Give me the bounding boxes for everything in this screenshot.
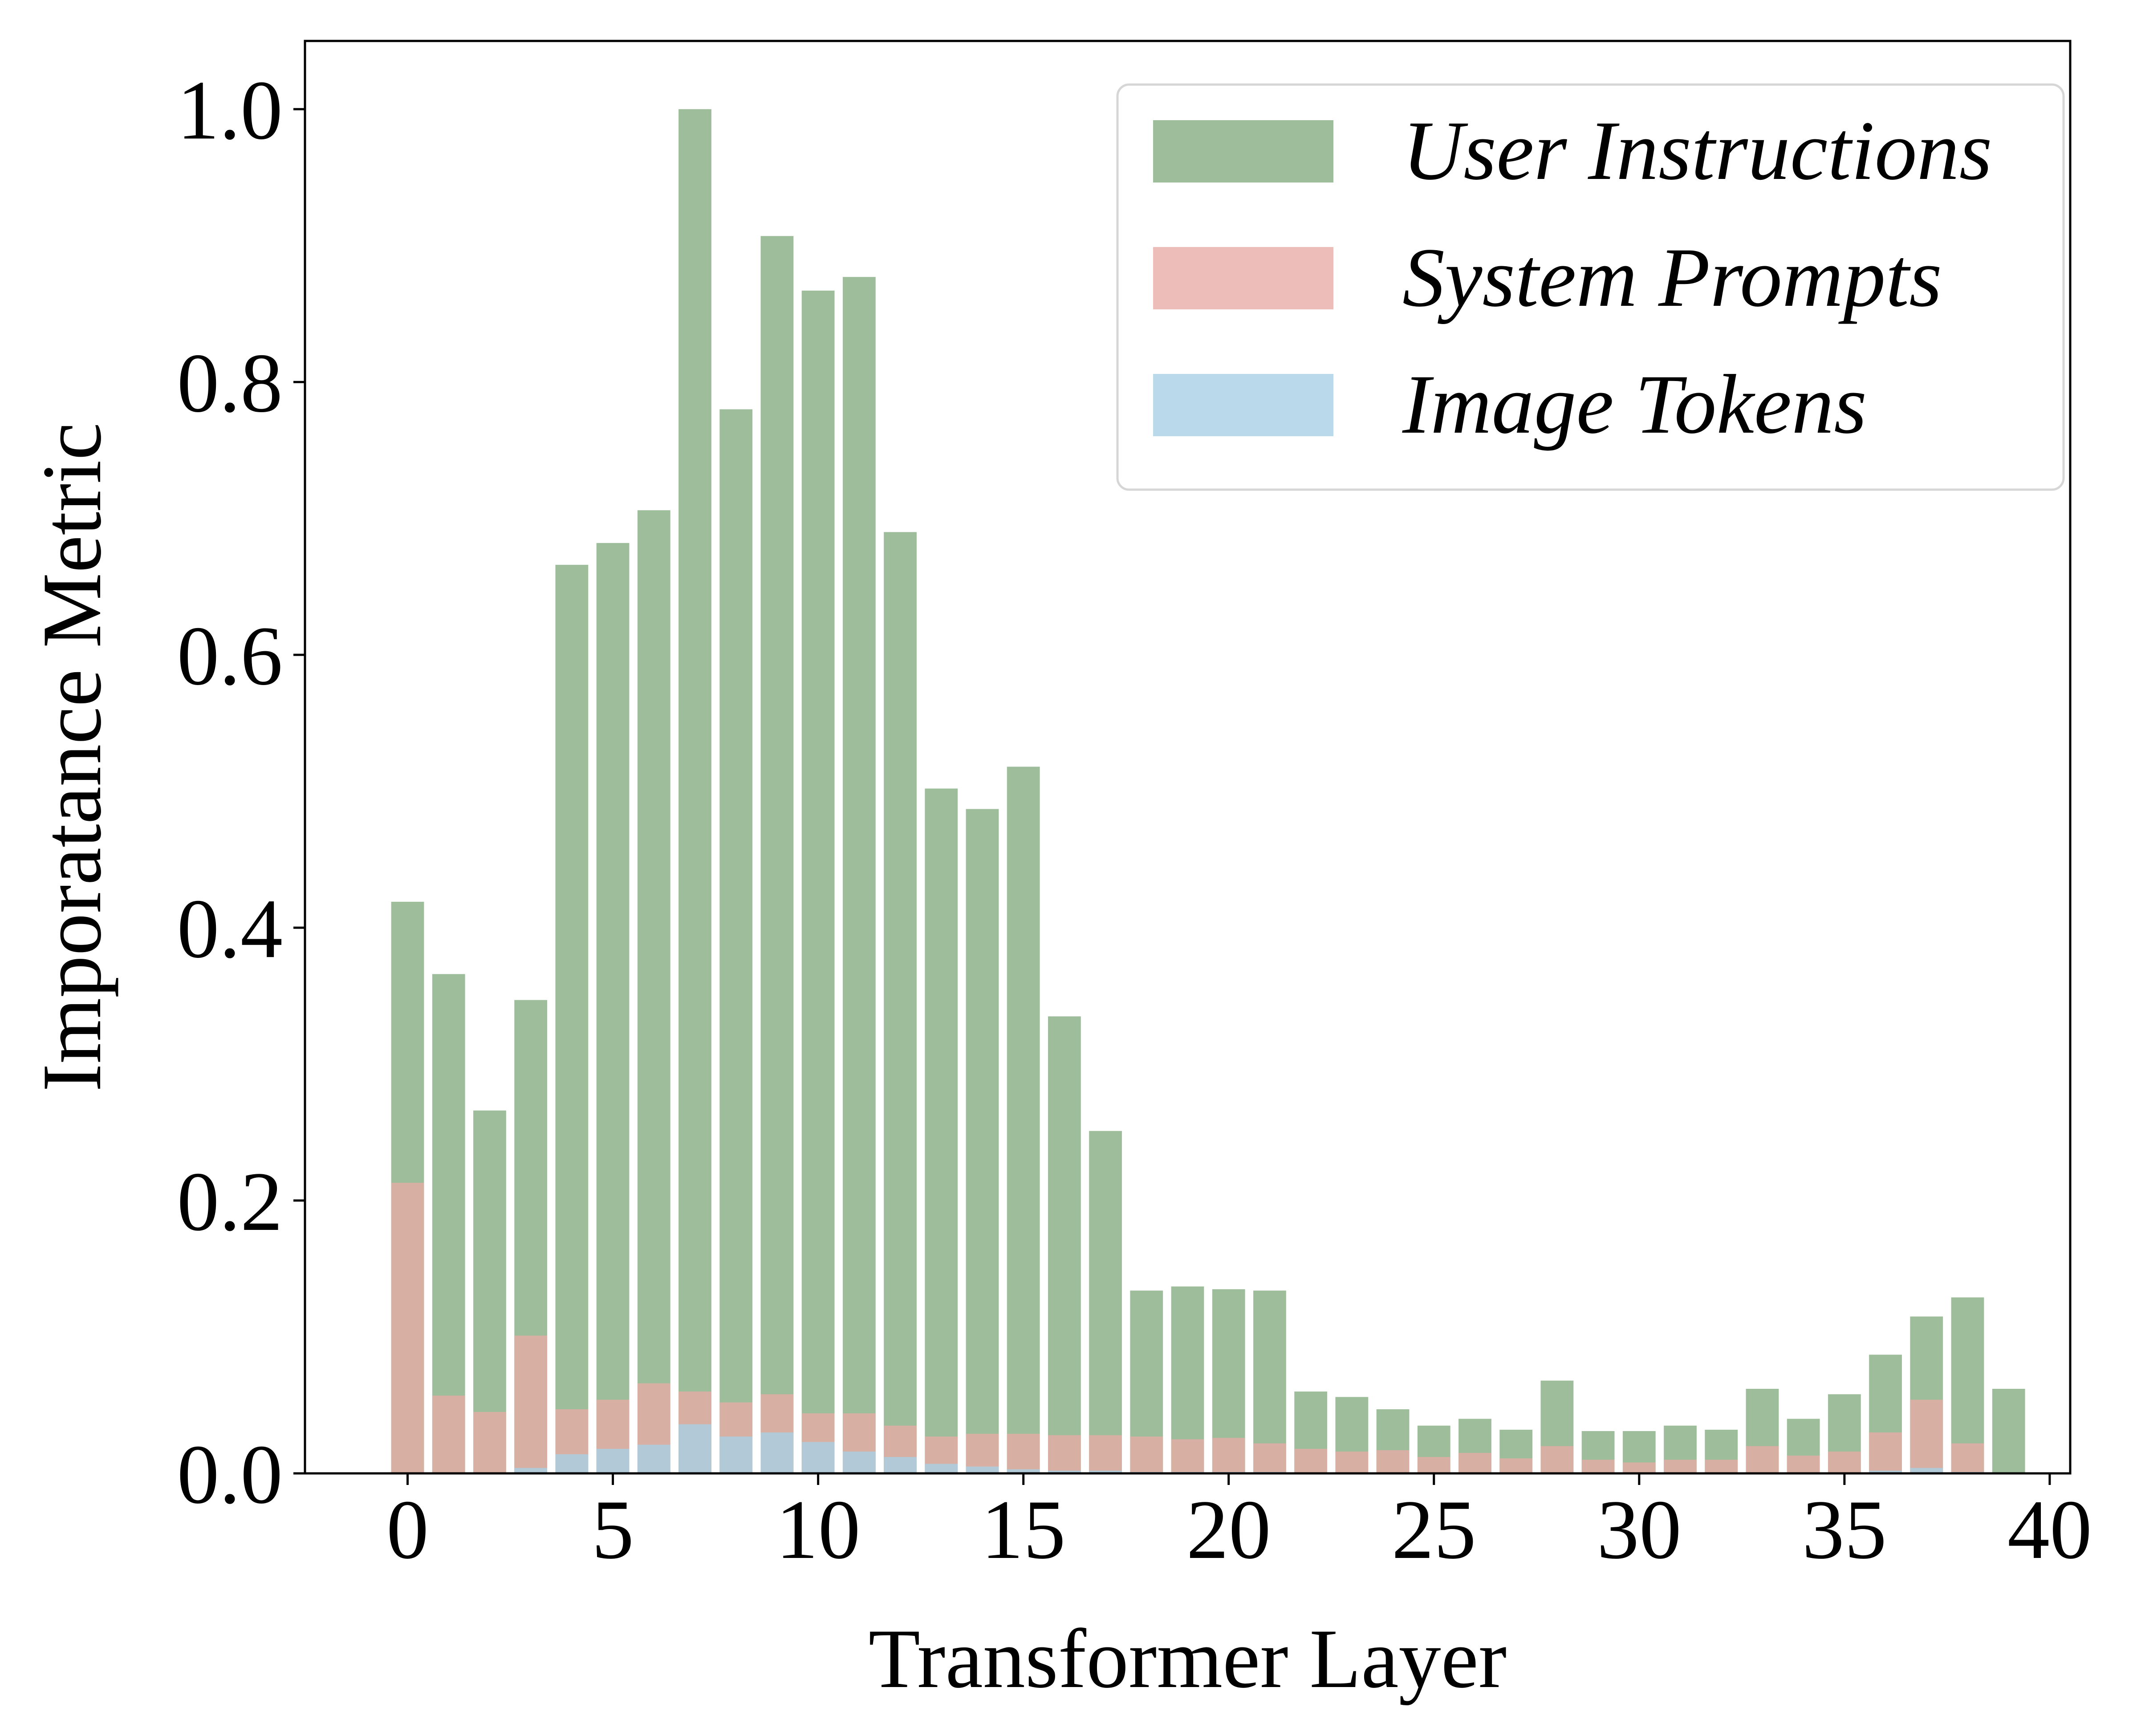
bar [884, 532, 917, 1473]
bar [1212, 1438, 1245, 1473]
bar [637, 1444, 670, 1473]
bar [842, 1451, 876, 1473]
bar [842, 277, 876, 1473]
bar [966, 809, 999, 1473]
legend-swatch [1153, 120, 1333, 183]
bar [1253, 1290, 1286, 1473]
bar [801, 290, 835, 1473]
bar [678, 109, 711, 1474]
bar [1459, 1453, 1491, 1473]
bar [1869, 1470, 1902, 1473]
bar [1992, 1388, 2025, 1473]
legend-entry-label: Image Tokens [1402, 358, 1867, 451]
bar [760, 236, 794, 1473]
bar [514, 1468, 548, 1473]
legend-box [1116, 83, 2065, 491]
bar [1007, 767, 1040, 1473]
bar [432, 974, 465, 1473]
bar [555, 1454, 589, 1473]
legend-swatch [1153, 247, 1333, 309]
bar [1622, 1462, 1656, 1473]
bar [1089, 1131, 1122, 1473]
bar [555, 564, 589, 1473]
bar [1335, 1451, 1369, 1473]
bars-layer [391, 109, 2025, 1474]
bar [1581, 1460, 1615, 1473]
x-tick-label: 40 [2007, 1483, 2092, 1577]
series-user-instructions [391, 109, 2025, 1474]
bar [1951, 1443, 1984, 1473]
bar [1048, 1470, 1081, 1473]
bar [678, 1424, 711, 1473]
bar [719, 409, 753, 1473]
bar [1007, 1434, 1040, 1473]
bar [1664, 1460, 1697, 1473]
bar [1048, 1016, 1081, 1473]
bar [1705, 1460, 1738, 1473]
legend-swatch [1153, 374, 1333, 436]
bar [1089, 1470, 1122, 1473]
series-image-tokens [514, 1424, 1984, 1473]
legend: User Instructions System Prompts Image Tok… [1116, 83, 2065, 491]
y-axis-ticks: 0.0 0.2 0.4 0.6 0.8 1.0 [177, 64, 305, 1521]
bar [966, 1466, 999, 1473]
x-tick-label: 10 [776, 1483, 861, 1577]
y-tick-label: 0.2 [177, 1155, 283, 1249]
bar [1171, 1439, 1204, 1473]
bar [473, 1412, 506, 1473]
bar [1089, 1435, 1122, 1473]
y-tick-label: 0.4 [177, 882, 283, 976]
bar [1746, 1446, 1779, 1473]
plot-frame [304, 40, 2072, 1475]
bar [884, 1457, 917, 1473]
bar [1828, 1451, 1861, 1473]
legend-entry-label: System Prompts [1402, 231, 1942, 324]
bar [1048, 1435, 1081, 1473]
bar [1130, 1436, 1163, 1473]
x-tick-label: 0 [386, 1483, 429, 1577]
bar [1499, 1458, 1533, 1473]
bar [1294, 1448, 1328, 1473]
bar [391, 1183, 424, 1473]
bar [1376, 1450, 1410, 1473]
bar [925, 1464, 958, 1473]
y-axis-label: Imporatance Metric [25, 422, 119, 1091]
x-tick-label: 20 [1186, 1483, 1271, 1577]
y-tick-label: 0.0 [177, 1428, 283, 1521]
x-tick-label: 35 [1802, 1483, 1887, 1577]
bar [1787, 1456, 1820, 1473]
bar [1869, 1432, 1902, 1473]
bar [514, 1335, 548, 1473]
bar [925, 788, 958, 1473]
bar [760, 1432, 794, 1473]
x-axis-ticks: 0 5 10 15 20 25 30 35 40 [386, 1473, 2092, 1577]
bar [1540, 1446, 1574, 1473]
bar [1910, 1399, 1943, 1473]
bar [432, 1395, 465, 1473]
bar [596, 1448, 630, 1473]
bar [637, 510, 670, 1473]
x-tick-label: 25 [1392, 1483, 1476, 1577]
bar [801, 1442, 835, 1473]
x-tick-label: 15 [981, 1483, 1066, 1577]
bar [596, 543, 630, 1473]
y-tick-label: 0.8 [177, 337, 283, 430]
bar [1007, 1469, 1040, 1473]
x-tick-label: 5 [592, 1483, 634, 1577]
y-tick-label: 0.6 [177, 609, 283, 703]
bar [719, 1436, 753, 1473]
bar [1253, 1443, 1286, 1473]
bar [1910, 1468, 1943, 1473]
legend-entry-label: User Instructions [1402, 104, 1992, 198]
y-tick-label: 1.0 [177, 64, 283, 157]
bar [1417, 1457, 1450, 1473]
x-axis-label: Transformer Layer [869, 1612, 1507, 1706]
x-tick-label: 30 [1597, 1483, 1682, 1577]
